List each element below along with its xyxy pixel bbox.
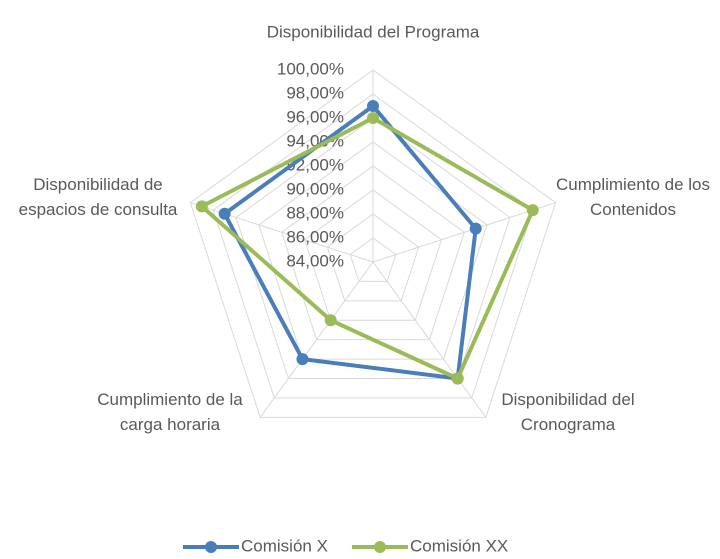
legend-marker <box>205 541 217 553</box>
category-label: Cumplimiento de los Contenidos <box>555 175 710 219</box>
marker <box>526 204 539 217</box>
marker <box>218 207 231 220</box>
marker <box>469 222 482 235</box>
marker <box>296 353 309 366</box>
r-tick-label: 86,00% <box>286 227 344 246</box>
category-label: Disponibilidad de espacios de consulta <box>18 175 178 219</box>
r-tick-label: 100,00% <box>277 59 344 78</box>
legend-label: Comisión X <box>241 536 328 555</box>
marker <box>324 314 337 327</box>
r-tick-label: 88,00% <box>286 203 344 222</box>
category-label: Cumplimiento de la carga horaria <box>97 390 243 434</box>
grid-ring <box>189 69 557 418</box>
series-line <box>222 104 478 381</box>
spoke <box>372 202 556 263</box>
spoke <box>259 261 374 418</box>
grid-ring <box>326 213 420 302</box>
r-tick-label: 84,00% <box>286 251 344 270</box>
r-tick-label: 96,00% <box>286 107 344 126</box>
marker <box>195 200 208 213</box>
series-line <box>199 116 535 381</box>
grid-ring <box>303 189 443 321</box>
marker <box>451 372 464 385</box>
spoke <box>372 261 487 418</box>
r-tick-label: 98,00% <box>286 83 344 102</box>
r-tick-label: 90,00% <box>286 179 344 198</box>
grid-ring <box>212 93 534 399</box>
grid-ring <box>258 141 488 360</box>
category-label: Disponibilidad del Cronograma <box>501 390 635 434</box>
grid-ring <box>235 117 511 379</box>
marker <box>367 112 379 124</box>
legend-label: Comisión XX <box>410 536 508 555</box>
category-label: Disponibilidad del Programa <box>266 22 480 42</box>
grid-ring <box>349 237 397 282</box>
spoke <box>190 202 374 263</box>
marker <box>367 100 379 112</box>
legend-marker <box>374 541 386 553</box>
